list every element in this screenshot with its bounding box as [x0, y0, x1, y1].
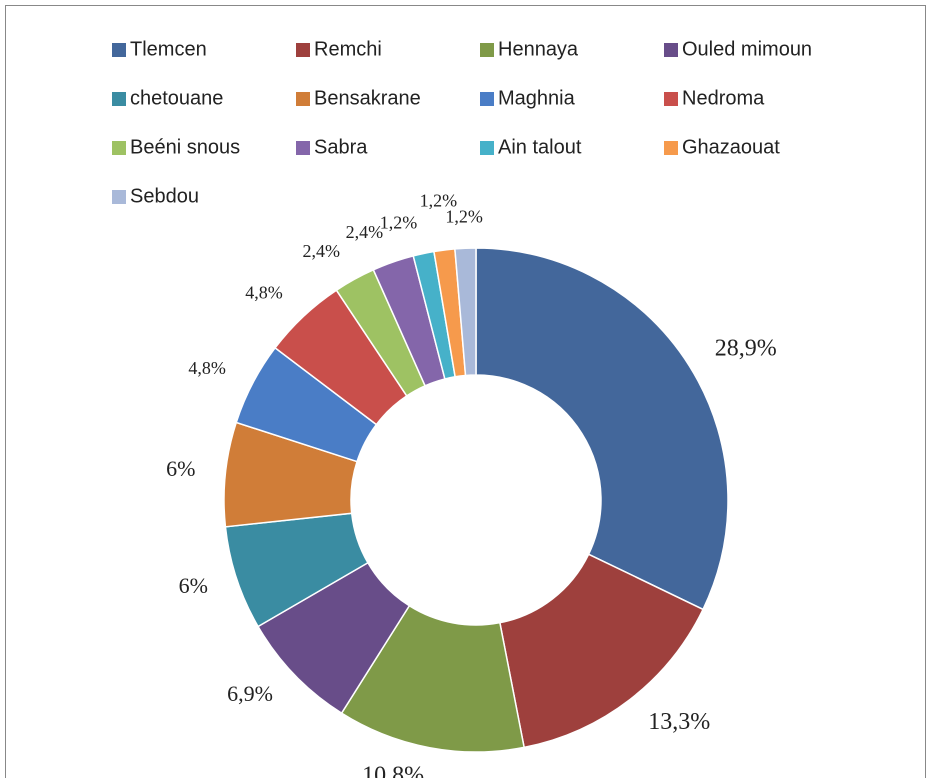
legend-swatch [480, 141, 494, 155]
legend-label: Beéni snous [130, 136, 240, 158]
data-label: 6% [166, 456, 195, 481]
data-label: 6% [179, 573, 208, 598]
data-label: 13,3% [648, 709, 710, 735]
data-label: 1,2% [445, 206, 483, 226]
donut-slice [454, 247, 477, 377]
legend-label: Ouled mimoun [682, 38, 812, 60]
legend-label: Maghnia [498, 87, 576, 109]
data-label: 4,8% [245, 283, 283, 303]
legend-label: Nedroma [682, 87, 765, 109]
legend-label: Ghazaouat [682, 136, 780, 158]
data-label: 6,9% [227, 681, 273, 706]
legend-label: Bensakrane [314, 87, 421, 109]
donut-slice [475, 247, 729, 611]
legend-label: Sabra [314, 136, 368, 158]
data-label: 2,4% [303, 241, 341, 261]
legend-swatch [112, 43, 126, 57]
legend-swatch [480, 43, 494, 57]
legend-swatch [112, 141, 126, 155]
legend-swatch [112, 92, 126, 106]
data-label: 28,9% [715, 335, 777, 361]
legend-swatch [112, 190, 126, 204]
data-label: 1,2% [420, 190, 458, 210]
legend-swatch [480, 92, 494, 106]
donut-slice [498, 553, 705, 749]
legend-label: Tlemcen [130, 38, 207, 60]
legend-label: chetouane [130, 87, 223, 109]
legend-swatch [296, 43, 310, 57]
legend-swatch [664, 92, 678, 106]
legend-label: Sebdou [130, 185, 199, 207]
legend-label: Hennaya [498, 38, 579, 60]
data-label: 4,8% [188, 358, 226, 378]
data-label: 2,4% [346, 222, 384, 242]
legend-swatch [296, 92, 310, 106]
legend-label: Ain talout [498, 136, 582, 158]
data-label: 1,2% [380, 212, 418, 232]
legend-label: Remchi [314, 38, 382, 60]
data-label: 10,8% [362, 763, 424, 778]
legend-swatch [664, 141, 678, 155]
legend-swatch [296, 141, 310, 155]
legend-swatch [664, 43, 678, 57]
